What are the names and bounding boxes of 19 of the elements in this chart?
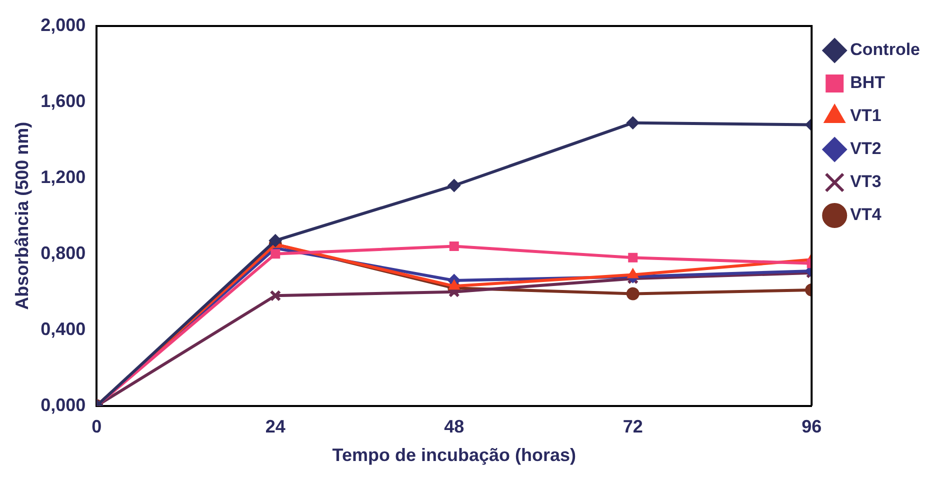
- y-tick-label: 2,000: [40, 14, 86, 35]
- legend-label: VT1: [850, 106, 882, 126]
- x-tick-label: 48: [444, 416, 464, 437]
- x-axis-title: Tempo de incubação (horas): [332, 445, 576, 466]
- y-tick-label: 0,000: [40, 394, 86, 415]
- y-axis-title: Absorbância (500 nm): [12, 122, 32, 310]
- legend-label: BHT: [850, 73, 886, 92]
- legend-label: Controle: [850, 40, 920, 60]
- y-tick-label: 1,200: [40, 166, 86, 187]
- x-tick-label: 24: [265, 416, 286, 437]
- legend-label: VT4: [850, 205, 882, 224]
- x-tick-label: 72: [622, 416, 643, 437]
- legend-label: VT3: [850, 172, 882, 192]
- legend-label: VT2: [850, 139, 882, 158]
- y-tick-label: 0,800: [40, 242, 86, 263]
- y-tick-label: 0,400: [40, 318, 86, 339]
- x-tick-label: 96: [802, 416, 822, 437]
- y-tick-label: 1,600: [40, 90, 86, 111]
- x-tick-label: 0: [92, 416, 102, 437]
